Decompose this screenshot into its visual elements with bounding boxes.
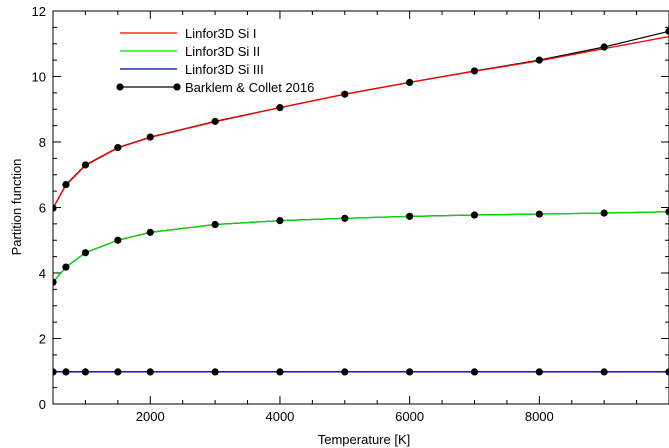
reference-point [276,368,284,376]
reference-point [535,368,543,376]
reference-point [470,67,479,75]
reference-line [53,211,669,283]
y-tick-label: 6 [39,201,46,216]
reference-point [211,220,219,229]
legend-marker [116,83,124,91]
series-line [53,35,669,209]
y-axis-label: Partition function [9,159,24,256]
legend-label: Linfor3D Si I [185,26,257,41]
reference-point [211,368,219,376]
reference-point [600,43,608,51]
legend-label: Linfor3D Si II [185,44,260,59]
reference-point [341,90,349,98]
axis-ticks [53,10,669,405]
reference-point [600,209,608,217]
reference-point [535,210,543,218]
y-tick-label: 10 [32,70,46,85]
reference-point [62,180,70,189]
reference-point [276,217,284,225]
x-tick-label: 2000 [136,409,165,424]
x-tick-label: 6000 [395,409,424,424]
reference-point [341,368,349,376]
y-tick-label: 0 [39,397,46,412]
reference-point [81,249,90,257]
y-tick-label: 8 [39,135,46,150]
axis-tick-labels: 2000 4000 6000 8000 0 2 4 6 8 10 12 [32,4,554,424]
reference-line [53,30,669,209]
reference-point [276,104,284,112]
reference-point [114,143,122,152]
reference-point [53,278,57,286]
reference-point [211,117,219,125]
legend-label: Linfor3D Si III [185,62,264,77]
reference-point [665,27,669,35]
series-lines [53,30,669,373]
reference-point [470,368,479,376]
reference-point [600,368,608,376]
reference-point [146,368,154,376]
reference-point [114,236,122,244]
reference-point [53,368,57,376]
reference-point [62,263,70,271]
legend-label: Barklem & Collet 2016 [185,80,314,95]
reference-point [665,368,669,376]
reference-point [81,368,90,376]
reference-point [665,208,669,216]
reference-point [341,214,349,222]
y-tick-label: 2 [39,332,46,347]
y-tick-label: 12 [32,4,46,19]
reference-point [114,368,122,376]
reference-point [406,212,414,220]
y-tick-label: 4 [39,266,46,281]
legend-marker [173,83,181,91]
reference-point [406,78,414,86]
series-line [53,211,669,283]
x-tick-label: 4000 [265,409,294,424]
reference-point [470,211,479,219]
series-markers [53,27,669,376]
x-tick-label: 8000 [525,409,554,424]
reference-point [146,228,154,236]
reference-point [62,368,70,376]
reference-point [81,161,90,169]
plot-frame [52,10,669,405]
reference-point [146,133,154,141]
reference-point [406,368,414,376]
legend: Linfor3D Si I Linfor3D Si II Linfor3D Si I… [116,26,314,95]
x-axis-label: Temperature [K] [318,432,411,447]
reference-point [535,56,543,64]
reference-point [53,204,57,212]
